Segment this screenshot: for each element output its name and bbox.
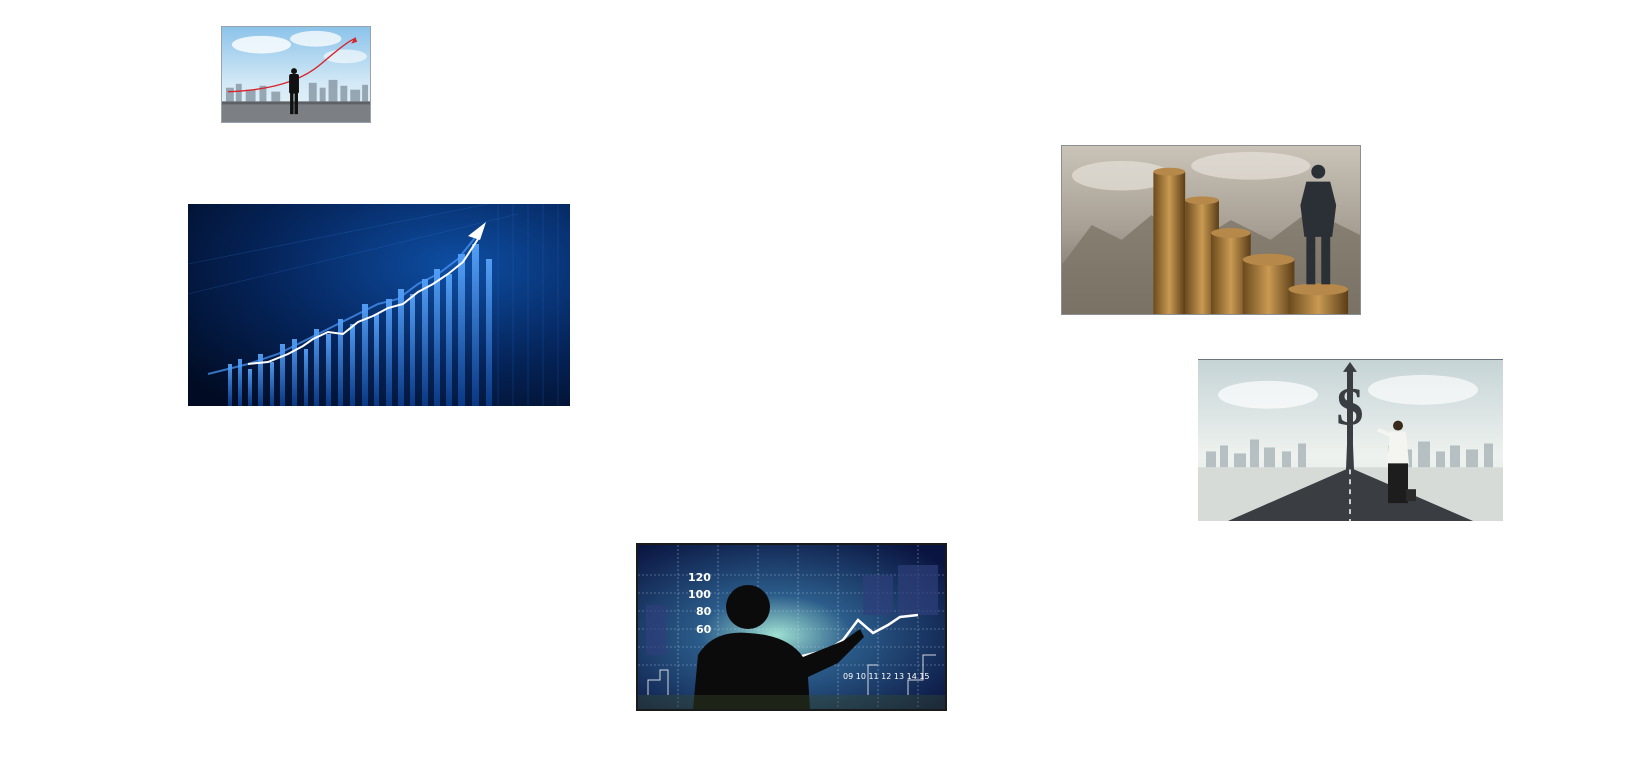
coin-stacks-graphic (1062, 146, 1360, 314)
blue-stock-chart-image (188, 204, 570, 406)
date-labels: 09 10 11 12 13 14 15 (843, 672, 930, 681)
coin-stacks-image (1061, 145, 1361, 315)
svg-text:$: $ (1336, 377, 1363, 437)
axis-label-80: 80 (696, 605, 712, 618)
axis-label-100: 100 (688, 588, 711, 601)
axis-label-60: 60 (696, 623, 712, 636)
blue-stock-chart-graphic (188, 204, 570, 406)
skyline-growth-image (221, 26, 371, 123)
dollar-road-image: $ (1198, 359, 1503, 521)
axis-label-120: 120 (688, 571, 711, 584)
presenter-chart-graphic: 120 100 80 60 09 10 11 12 13 14 15 (638, 545, 945, 709)
dollar-road-graphic: $ (1198, 360, 1503, 521)
skyline-growth-graphic (222, 27, 370, 122)
presenter-chart-image: 120 100 80 60 09 10 11 12 13 14 15 (636, 543, 947, 711)
